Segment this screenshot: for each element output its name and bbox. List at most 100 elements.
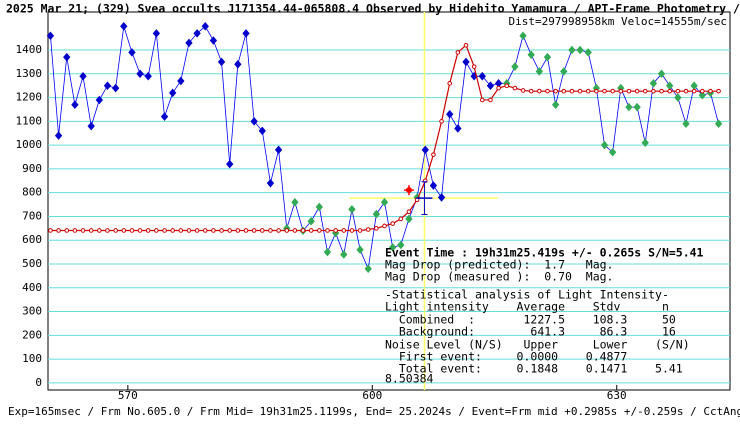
data-point [494, 79, 503, 88]
model-point [56, 228, 61, 233]
data-point [234, 60, 242, 69]
data-point [446, 109, 454, 119]
y-tick-label: 1400 [16, 43, 43, 56]
model-point [333, 228, 338, 233]
model-point [186, 228, 192, 233]
model-point [113, 228, 118, 233]
data-point [600, 140, 609, 150]
data-point [698, 90, 706, 100]
annotation: Total event: 0.1848 0.1471 5.41 [385, 362, 683, 376]
model-point [284, 228, 290, 233]
data-point [437, 193, 446, 202]
data-point [568, 45, 576, 55]
data-point [462, 57, 470, 67]
data-point [682, 119, 690, 129]
model-point [594, 88, 599, 94]
data-point [478, 71, 486, 81]
model-point [349, 228, 355, 233]
model-point [691, 88, 697, 94]
annotation: 8.50384 [385, 372, 434, 386]
model-point [259, 228, 265, 233]
model-point [659, 88, 664, 94]
y-tick-label: 200 [22, 328, 42, 341]
model-point [406, 209, 412, 214]
data-point [201, 21, 209, 31]
model-point [251, 228, 257, 233]
model-point [634, 88, 640, 94]
data-point [46, 31, 55, 41]
data-point [63, 52, 71, 62]
data-point [250, 117, 258, 126]
model-point [528, 88, 534, 94]
data-point [543, 52, 552, 62]
data-point [389, 243, 397, 252]
model-point [626, 88, 632, 94]
model-point [610, 88, 615, 94]
y-tick-label: 1200 [16, 91, 43, 104]
data-point [323, 247, 332, 257]
data-point [380, 197, 389, 207]
data-point [128, 48, 136, 57]
data-point [609, 147, 617, 157]
model-point [667, 88, 673, 94]
model-point [72, 228, 78, 233]
data-point [535, 67, 543, 76]
data-point [527, 50, 535, 60]
data-point [633, 102, 641, 112]
model-point [317, 228, 322, 233]
model-point [479, 97, 485, 103]
model-point [235, 228, 241, 233]
data-point [625, 102, 633, 112]
data-point [217, 57, 226, 67]
model-point [105, 228, 110, 233]
model-point [97, 228, 102, 233]
data-point [193, 29, 201, 38]
annotation: Mag Drop (predicted): 1.7 Mag. [385, 258, 613, 272]
data-point [356, 245, 364, 255]
data-point [177, 76, 185, 86]
annotation: -Statistical analysis of Light Intensity… [385, 288, 669, 302]
model-point [683, 88, 689, 94]
data-point [576, 45, 584, 55]
model-point [374, 226, 379, 231]
y-tick-label: 500 [22, 257, 42, 270]
data-point [657, 69, 666, 79]
data-point [185, 38, 193, 48]
data-point [340, 250, 348, 259]
model-point [520, 88, 526, 93]
model-point [569, 88, 575, 94]
data-point [95, 95, 103, 105]
predicted-dot [405, 187, 412, 194]
x-tick-label: 570 [118, 389, 138, 402]
model-point [642, 88, 648, 94]
plot-frame [47, 11, 731, 391]
model-point [64, 228, 70, 233]
data-point [242, 29, 250, 38]
y-tick-label: 600 [22, 233, 42, 246]
data-point [103, 81, 112, 90]
data-point [160, 112, 169, 121]
annotation: Noise Level (N/S) Upper Lower (S/N) [385, 338, 690, 352]
model-point [308, 228, 314, 233]
model-point [651, 88, 656, 94]
model-point [137, 228, 143, 233]
data-point [584, 48, 592, 57]
model-point [504, 83, 510, 88]
model-point [585, 88, 591, 94]
data-point [71, 100, 79, 109]
model-point [129, 228, 135, 233]
data-point [226, 159, 234, 169]
model-point [699, 88, 705, 94]
model-point [602, 88, 607, 94]
model-point [300, 228, 306, 233]
x-tick-label: 600 [362, 389, 382, 402]
model-point [512, 85, 518, 91]
chart-subtitle: Dist=297998958km Veloc=14555m/sec [508, 15, 727, 28]
model-point [194, 228, 200, 233]
data-point [152, 29, 161, 38]
chart-footer: Exp=165msec / Frm No.605.0 / Frm Mid= 19… [8, 405, 740, 418]
model-point [292, 228, 298, 233]
annotation: Light intensity Average Stdv n [385, 300, 669, 314]
data-point [291, 197, 299, 207]
data-line [50, 25, 719, 271]
